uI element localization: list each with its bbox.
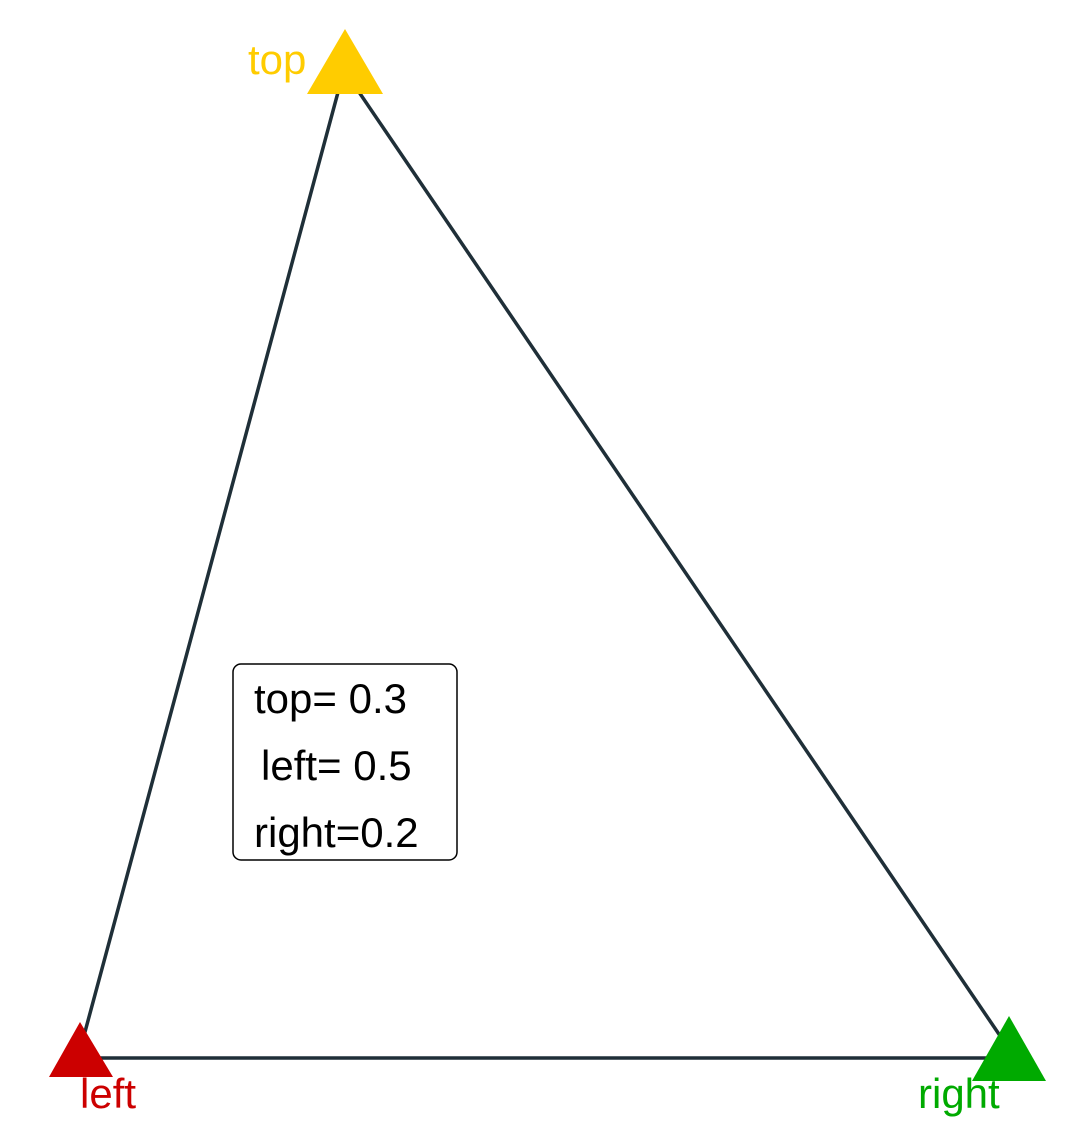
- edge-left-top: [80, 69, 346, 1044]
- left-vertex-label: left: [80, 1070, 136, 1117]
- info-box-left-value: left= 0.5: [261, 742, 412, 789]
- triangle-edges: [80, 69, 1009, 1060]
- info-box-top-value: top= 0.3: [254, 675, 407, 722]
- top-vertex-marker-icon: [307, 29, 383, 94]
- composition-info-box: top= 0.3 left= 0.5 right=0.2: [232, 663, 458, 861]
- right-vertex-marker-icon: [972, 1016, 1046, 1081]
- right-vertex-label: right: [918, 1070, 1000, 1117]
- edge-top-right: [342, 69, 1009, 1047]
- left-vertex-marker-icon: [49, 1022, 113, 1077]
- info-box-right-value: right=0.2: [254, 809, 419, 856]
- info-box-frame: [232, 663, 458, 861]
- top-vertex-label: top: [248, 36, 306, 83]
